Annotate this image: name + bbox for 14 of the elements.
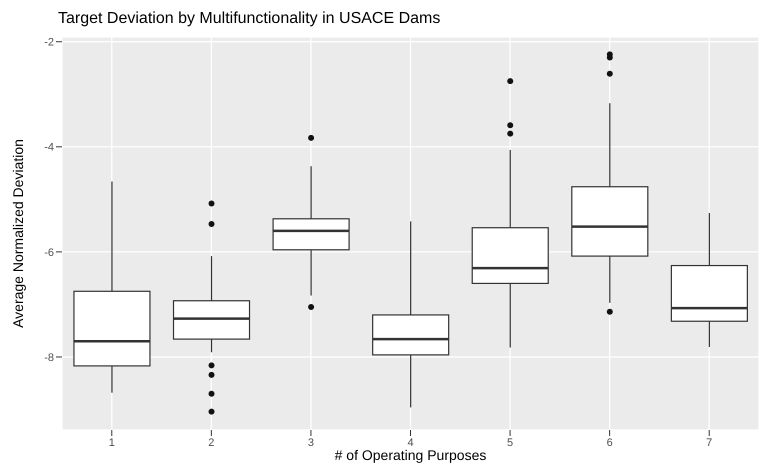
x-tick-label: 7 bbox=[706, 436, 712, 449]
x-tick-label: 3 bbox=[308, 436, 314, 449]
x-tick-label: 6 bbox=[606, 436, 613, 449]
y-tick-label: -6 bbox=[44, 246, 54, 259]
y-tick-label: -4 bbox=[44, 142, 54, 154]
x-tick-label: 1 bbox=[108, 436, 115, 449]
x-tick-label: 4 bbox=[407, 436, 414, 449]
y-tick-label: -8 bbox=[44, 352, 54, 364]
y-tick-label: -2 bbox=[44, 36, 54, 49]
y-axis-title: Average Normalized Deviation bbox=[10, 139, 26, 328]
x-tick-label: 5 bbox=[507, 436, 514, 449]
x-tick-label: 2 bbox=[208, 436, 214, 449]
chart-title: Target Deviation by Multifunctionality in USACE Dams bbox=[58, 10, 440, 28]
x-axis-title: # of Operating Purposes bbox=[334, 447, 486, 463]
